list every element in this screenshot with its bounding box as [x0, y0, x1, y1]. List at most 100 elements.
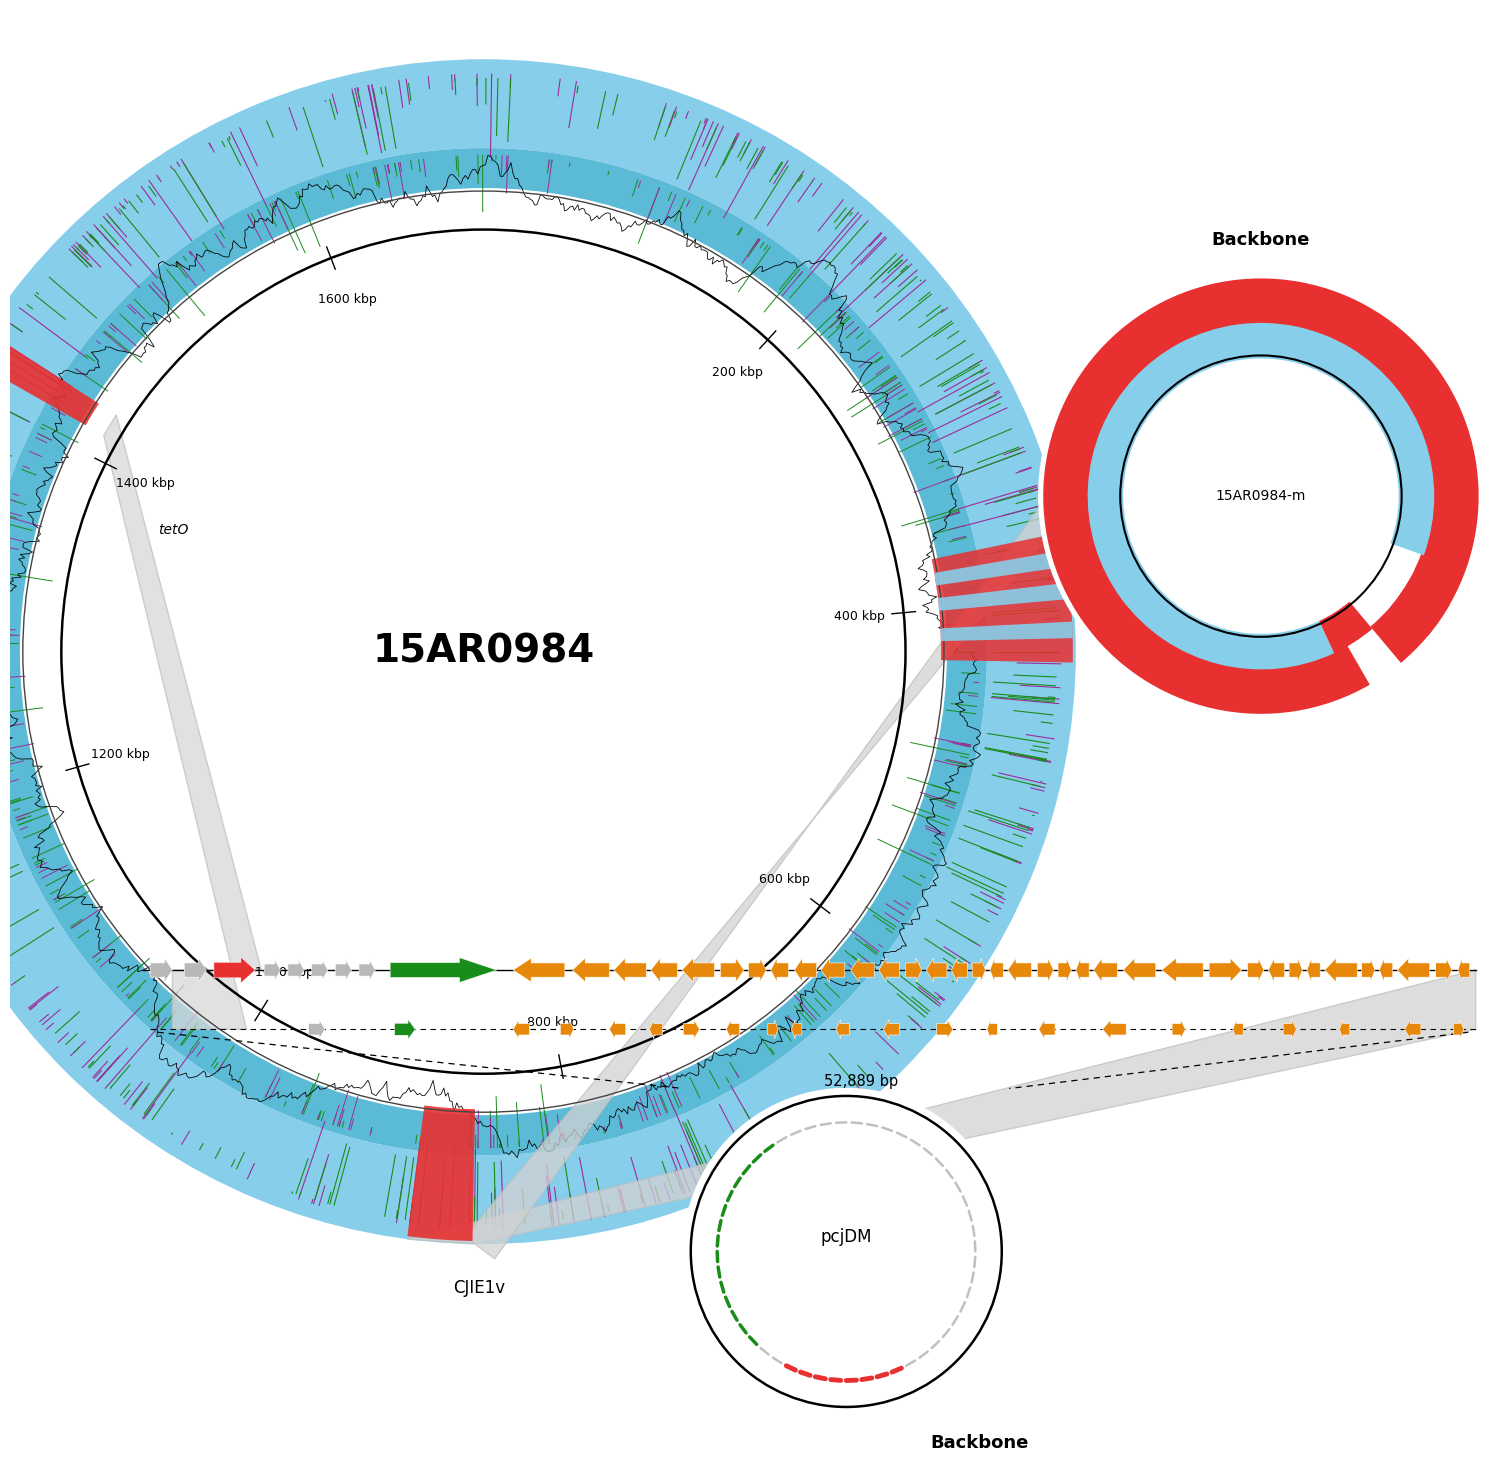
- Circle shape: [62, 230, 906, 1074]
- FancyArrow shape: [214, 957, 255, 983]
- FancyArrow shape: [1306, 958, 1320, 982]
- FancyArrow shape: [990, 958, 1004, 982]
- FancyArrow shape: [1282, 1020, 1296, 1038]
- Wedge shape: [932, 533, 1072, 662]
- FancyArrow shape: [184, 958, 207, 982]
- Text: Backbone: Backbone: [1212, 231, 1310, 249]
- FancyArrow shape: [650, 1020, 663, 1038]
- FancyArrow shape: [1362, 958, 1376, 982]
- FancyArrow shape: [879, 958, 900, 982]
- Wedge shape: [0, 332, 99, 425]
- Text: 400 kbp: 400 kbp: [834, 610, 885, 624]
- Circle shape: [1040, 274, 1484, 718]
- Text: 800 kbp: 800 kbp: [528, 1016, 579, 1029]
- FancyArrow shape: [972, 958, 986, 982]
- FancyArrow shape: [726, 1020, 740, 1038]
- Text: Backbone: Backbone: [930, 1434, 1029, 1451]
- Text: 1400 kbp: 1400 kbp: [116, 477, 174, 490]
- Text: 1600 kbp: 1600 kbp: [318, 293, 376, 307]
- FancyArrow shape: [561, 1020, 574, 1038]
- FancyArrow shape: [1161, 958, 1203, 982]
- Circle shape: [684, 1089, 1010, 1414]
- FancyArrow shape: [1324, 958, 1358, 982]
- Text: 1000 kbp: 1000 kbp: [255, 966, 314, 979]
- FancyArrow shape: [264, 960, 280, 980]
- FancyArrow shape: [1008, 958, 1032, 982]
- Text: 15AR0984-m: 15AR0984-m: [1216, 489, 1306, 504]
- FancyArrow shape: [336, 960, 351, 980]
- Text: 600 kbp: 600 kbp: [759, 872, 810, 886]
- FancyArrow shape: [1454, 1020, 1464, 1038]
- FancyArrow shape: [1380, 958, 1394, 982]
- FancyArrow shape: [1094, 958, 1118, 982]
- FancyArrow shape: [1288, 958, 1302, 982]
- FancyArrow shape: [1404, 1020, 1420, 1038]
- FancyArrow shape: [309, 1020, 326, 1038]
- FancyArrow shape: [795, 958, 816, 982]
- FancyArrow shape: [936, 1020, 952, 1038]
- FancyArrow shape: [1436, 958, 1452, 982]
- Text: tetO: tetO: [158, 523, 188, 538]
- FancyArrow shape: [906, 958, 922, 982]
- FancyArrow shape: [682, 958, 714, 982]
- FancyArrow shape: [836, 1020, 849, 1038]
- FancyArrow shape: [821, 958, 844, 982]
- FancyArrow shape: [1040, 1020, 1054, 1038]
- FancyArrow shape: [987, 1020, 998, 1038]
- FancyArrow shape: [720, 958, 744, 982]
- Wedge shape: [0, 59, 1076, 1244]
- FancyArrow shape: [150, 958, 172, 982]
- FancyArrow shape: [771, 958, 789, 982]
- FancyArrow shape: [1396, 958, 1429, 982]
- FancyArrow shape: [1340, 1020, 1350, 1038]
- FancyArrow shape: [1172, 1020, 1185, 1038]
- Wedge shape: [1318, 601, 1372, 653]
- Text: CJIE1v: CJIE1v: [453, 1280, 506, 1297]
- Polygon shape: [104, 415, 261, 1029]
- FancyArrow shape: [1058, 958, 1071, 982]
- FancyArrow shape: [1209, 958, 1242, 982]
- FancyArrow shape: [312, 960, 328, 980]
- FancyArrow shape: [850, 958, 874, 982]
- FancyArrow shape: [1233, 1020, 1244, 1038]
- FancyArrow shape: [358, 960, 375, 980]
- Wedge shape: [938, 582, 1071, 610]
- Wedge shape: [1088, 323, 1434, 669]
- FancyArrow shape: [684, 1020, 699, 1038]
- Text: 52,889 bp: 52,889 bp: [824, 1074, 898, 1089]
- FancyArrow shape: [792, 1020, 802, 1038]
- FancyArrow shape: [1124, 958, 1156, 982]
- Wedge shape: [408, 1105, 476, 1241]
- FancyArrow shape: [1458, 958, 1470, 982]
- Wedge shape: [934, 551, 1066, 585]
- FancyArrow shape: [768, 1020, 778, 1038]
- FancyArrow shape: [614, 958, 646, 982]
- FancyArrow shape: [1102, 1020, 1126, 1038]
- FancyArrow shape: [951, 958, 968, 982]
- Wedge shape: [1042, 278, 1479, 714]
- Text: 1200 kbp: 1200 kbp: [92, 748, 150, 761]
- Text: 200 kbp: 200 kbp: [712, 366, 764, 379]
- FancyArrow shape: [513, 958, 566, 982]
- FancyArrow shape: [1269, 958, 1284, 982]
- FancyArrow shape: [651, 958, 678, 982]
- FancyArrow shape: [926, 958, 946, 982]
- FancyArrow shape: [1038, 958, 1053, 982]
- FancyArrow shape: [288, 960, 304, 980]
- FancyArrow shape: [573, 958, 609, 982]
- FancyArrow shape: [1248, 958, 1264, 982]
- FancyArrow shape: [1076, 958, 1089, 982]
- Polygon shape: [465, 481, 1058, 1259]
- FancyArrow shape: [390, 958, 496, 982]
- FancyArrow shape: [513, 1020, 529, 1038]
- Text: 15AR0984: 15AR0984: [372, 632, 594, 671]
- Text: CJIE1: CJIE1: [1100, 585, 1142, 604]
- FancyArrow shape: [884, 1020, 900, 1038]
- FancyArrow shape: [748, 958, 766, 982]
- Polygon shape: [406, 970, 1476, 1244]
- Text: pcjDM: pcjDM: [821, 1228, 872, 1246]
- FancyArrow shape: [394, 1019, 416, 1040]
- FancyArrow shape: [609, 1020, 625, 1038]
- Wedge shape: [940, 622, 1072, 641]
- Wedge shape: [1371, 581, 1449, 663]
